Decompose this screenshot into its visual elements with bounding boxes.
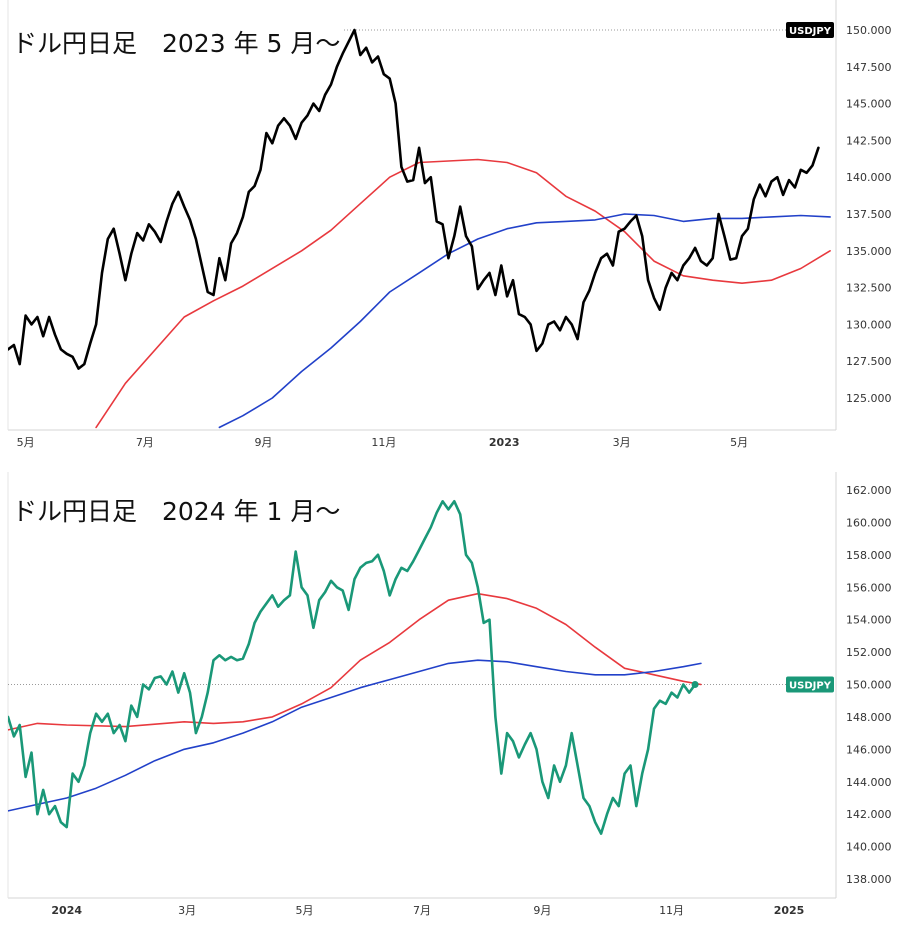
symbol-badge-label: USDJPY	[789, 26, 832, 37]
x-tick-label: 11月	[371, 436, 396, 449]
x-tick-label: 5月	[17, 436, 35, 449]
x-tick-label: 2023	[489, 436, 520, 449]
series-line-ma-blue[interactable]	[218, 213, 831, 429]
y-tick-label: 132.500	[846, 282, 892, 295]
symbol-badge: USDJPY	[786, 676, 834, 693]
y-tick-label: 152.000	[846, 646, 892, 659]
y-tick-label: 156.000	[846, 581, 892, 594]
x-tick-label: 3月	[613, 436, 631, 449]
y-tick-label: 160.000	[846, 516, 892, 529]
x-tick-label: 5月	[730, 436, 748, 449]
last-price-dot	[691, 681, 699, 688]
y-tick-label: 144.000	[846, 776, 892, 789]
price-chart-2023[interactable]: 150.000 147.500 145.000 142.500 140.000 137.5…	[0, 0, 900, 462]
x-tick-label: 9月	[254, 436, 272, 449]
series-line-price[interactable]	[8, 500, 697, 835]
series-line-price[interactable]	[8, 28, 820, 370]
price-chart-2024[interactable]: 162.000 160.000 158.000 156.000 154.000 152.0…	[0, 472, 900, 944]
y-tick-label: 146.000	[846, 743, 892, 756]
series-line-ma-red[interactable]	[95, 158, 831, 429]
y-tick-label: 127.500	[846, 355, 892, 368]
symbol-badge-label: USDJPY	[789, 681, 832, 692]
x-tick-label: 3月	[178, 904, 196, 917]
x-tick-label: 9月	[533, 904, 551, 917]
y-tick-label: 130.000	[846, 318, 892, 331]
y-tick-label: 140.000	[846, 171, 892, 184]
y-tick-label: 150.000	[846, 24, 892, 37]
series-line-ma-blue[interactable]	[8, 659, 702, 812]
panel-divider	[0, 464, 900, 465]
symbol-badge: USDJPY	[786, 22, 834, 38]
y-tick-label: 140.000	[846, 841, 892, 854]
y-tick-label: 145.000	[846, 98, 892, 111]
chart-panel-2024: 162.000 160.000 158.000 156.000 154.000 152.0…	[0, 472, 900, 944]
x-tick-label: 7月	[413, 904, 431, 917]
series-line-ma-red[interactable]	[8, 592, 702, 731]
chart-title: ドル円日足 2024 年 1 月～	[12, 497, 341, 526]
x-tick-label: 2024	[51, 904, 82, 917]
y-tick-label: 162.000	[846, 484, 892, 497]
y-tick-label: 148.000	[846, 711, 892, 724]
y-tick-label: 158.000	[846, 549, 892, 562]
y-tick-label: 142.500	[846, 134, 892, 147]
y-tick-label: 147.500	[846, 61, 892, 74]
x-tick-label: 5月	[296, 904, 314, 917]
y-tick-label: 135.000	[846, 245, 892, 258]
y-tick-label: 150.000	[846, 679, 892, 692]
y-tick-label: 138.000	[846, 873, 892, 886]
y-tick-label: 142.000	[846, 808, 892, 821]
chart-title: ドル円日足 2023 年 5 月～	[12, 29, 341, 58]
x-tick-label: 11月	[659, 904, 684, 917]
y-tick-label: 125.000	[846, 392, 892, 405]
y-tick-label: 154.000	[846, 614, 892, 627]
y-tick-label: 137.500	[846, 208, 892, 221]
chart-panel-2023: 150.000 147.500 145.000 142.500 140.000 137.5…	[0, 0, 900, 462]
x-tick-label: 7月	[136, 436, 154, 449]
x-tick-label: 2025	[774, 904, 805, 917]
